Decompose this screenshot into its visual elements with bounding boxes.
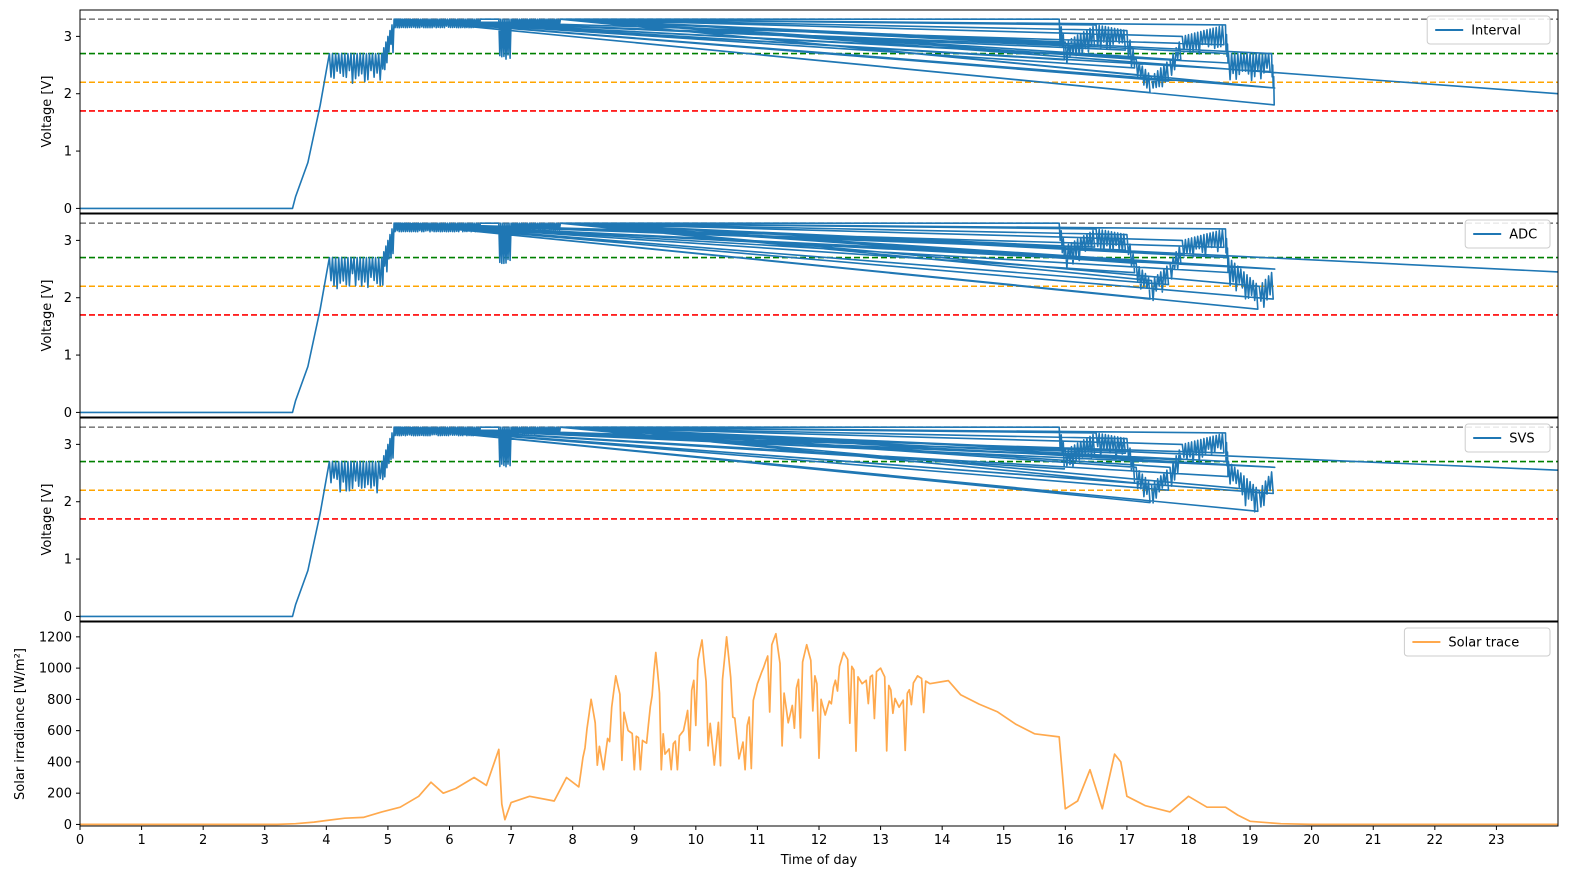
y-tick-label: 800 <box>47 693 72 708</box>
x-tick-label: 11 <box>749 833 766 848</box>
y-tick-label: 1 <box>64 553 72 568</box>
y-tick-label: 0 <box>64 610 72 625</box>
series-line-adc <box>80 222 1558 414</box>
y-axis-label: Voltage [V] <box>40 76 55 148</box>
legend-label: Interval <box>1471 24 1521 39</box>
y-tick-label: 3 <box>64 234 72 249</box>
y-tick-label: 400 <box>47 755 72 770</box>
series-line-solar-trace <box>80 632 1558 826</box>
x-axis-label: Time of day <box>780 853 858 868</box>
y-tick-label: 3 <box>64 30 72 45</box>
x-tick-label: 19 <box>1242 833 1259 848</box>
x-tick-label: 14 <box>934 833 951 848</box>
x-tick-label: 10 <box>688 833 705 848</box>
y-tick-label: 1 <box>64 349 72 364</box>
legend: ADC <box>1464 219 1551 249</box>
y-tick-label: 200 <box>47 787 72 802</box>
y-tick-label: 2 <box>64 291 72 306</box>
legend: Interval <box>1426 15 1551 45</box>
x-tick-label: 6 <box>445 833 453 848</box>
y-tick-label: 1000 <box>39 662 72 677</box>
series-line-svs <box>80 426 1558 618</box>
x-tick-label: 4 <box>322 833 330 848</box>
x-tick-label: 9 <box>630 833 638 848</box>
y-axis-label: Voltage [V] <box>40 484 55 556</box>
x-tick-label: 23 <box>1488 833 1505 848</box>
y-tick-label: 3 <box>64 438 72 453</box>
legend-label: SVS <box>1509 432 1534 447</box>
x-tick-label: 18 <box>1180 833 1197 848</box>
x-tick-label: 2 <box>199 833 207 848</box>
x-tick-label: 3 <box>261 833 269 848</box>
voltage-panel-svs: 0 1 2 3 Voltage [V] SVS <box>40 417 1559 625</box>
x-tick-label: 16 <box>1057 833 1074 848</box>
y-tick-label: 0 <box>64 202 72 217</box>
x-tick-label: 13 <box>872 833 889 848</box>
series-line-interval <box>80 18 1558 210</box>
x-tick-label: 8 <box>569 833 577 848</box>
y-tick-label: 0 <box>64 406 72 421</box>
y-axis-label: Voltage [V] <box>40 280 55 352</box>
y-tick-label: 600 <box>47 724 72 739</box>
legend-label: ADC <box>1509 228 1537 243</box>
voltage-panel-interval: 0 1 2 3 Voltage [V] Interval <box>40 9 1559 217</box>
legend-label: Solar trace <box>1448 636 1519 651</box>
panel-frame <box>79 417 1559 622</box>
x-tick-label: 20 <box>1303 833 1320 848</box>
x-tick-label: 12 <box>811 833 828 848</box>
x-tick-label: 0 <box>76 833 84 848</box>
y-tick-label: 2 <box>64 87 72 102</box>
x-tick-label: 15 <box>995 833 1012 848</box>
x-tick-label: 1 <box>137 833 145 848</box>
y-tick-label: 2 <box>64 495 72 510</box>
x-tick-label: 21 <box>1365 833 1382 848</box>
y-tick-label: 1200 <box>39 630 72 645</box>
y-tick-label: 0 <box>64 818 72 833</box>
legend: Solar trace <box>1403 627 1551 657</box>
voltage-panels: 0 1 2 3 Voltage [V] Interval 0 1 2 3 Voltage [V] AD… <box>40 9 1559 625</box>
x-tick-label: 7 <box>507 833 515 848</box>
legend: SVS <box>1464 423 1551 453</box>
solar-panel: 0 200 400 600 800 1000 1200 Solar irradiance [W… <box>13 621 1559 833</box>
x-tick-label: 5 <box>384 833 392 848</box>
x-tick-label: 22 <box>1427 833 1444 848</box>
panel-frame <box>79 213 1559 418</box>
x-axis: 0 1 2 3 4 5 6 7 8 9 10 11 12 13 14 15 16 17 18 19 20 21 22 23Ti… <box>76 826 1505 868</box>
y-axis-label: Solar irradiance [W/m²] <box>13 648 28 800</box>
voltage-panel-adc: 0 1 2 3 Voltage [V] ADC <box>40 213 1559 421</box>
panel-frame <box>79 9 1559 214</box>
x-tick-label: 17 <box>1119 833 1136 848</box>
y-tick-label: 1 <box>64 145 72 160</box>
